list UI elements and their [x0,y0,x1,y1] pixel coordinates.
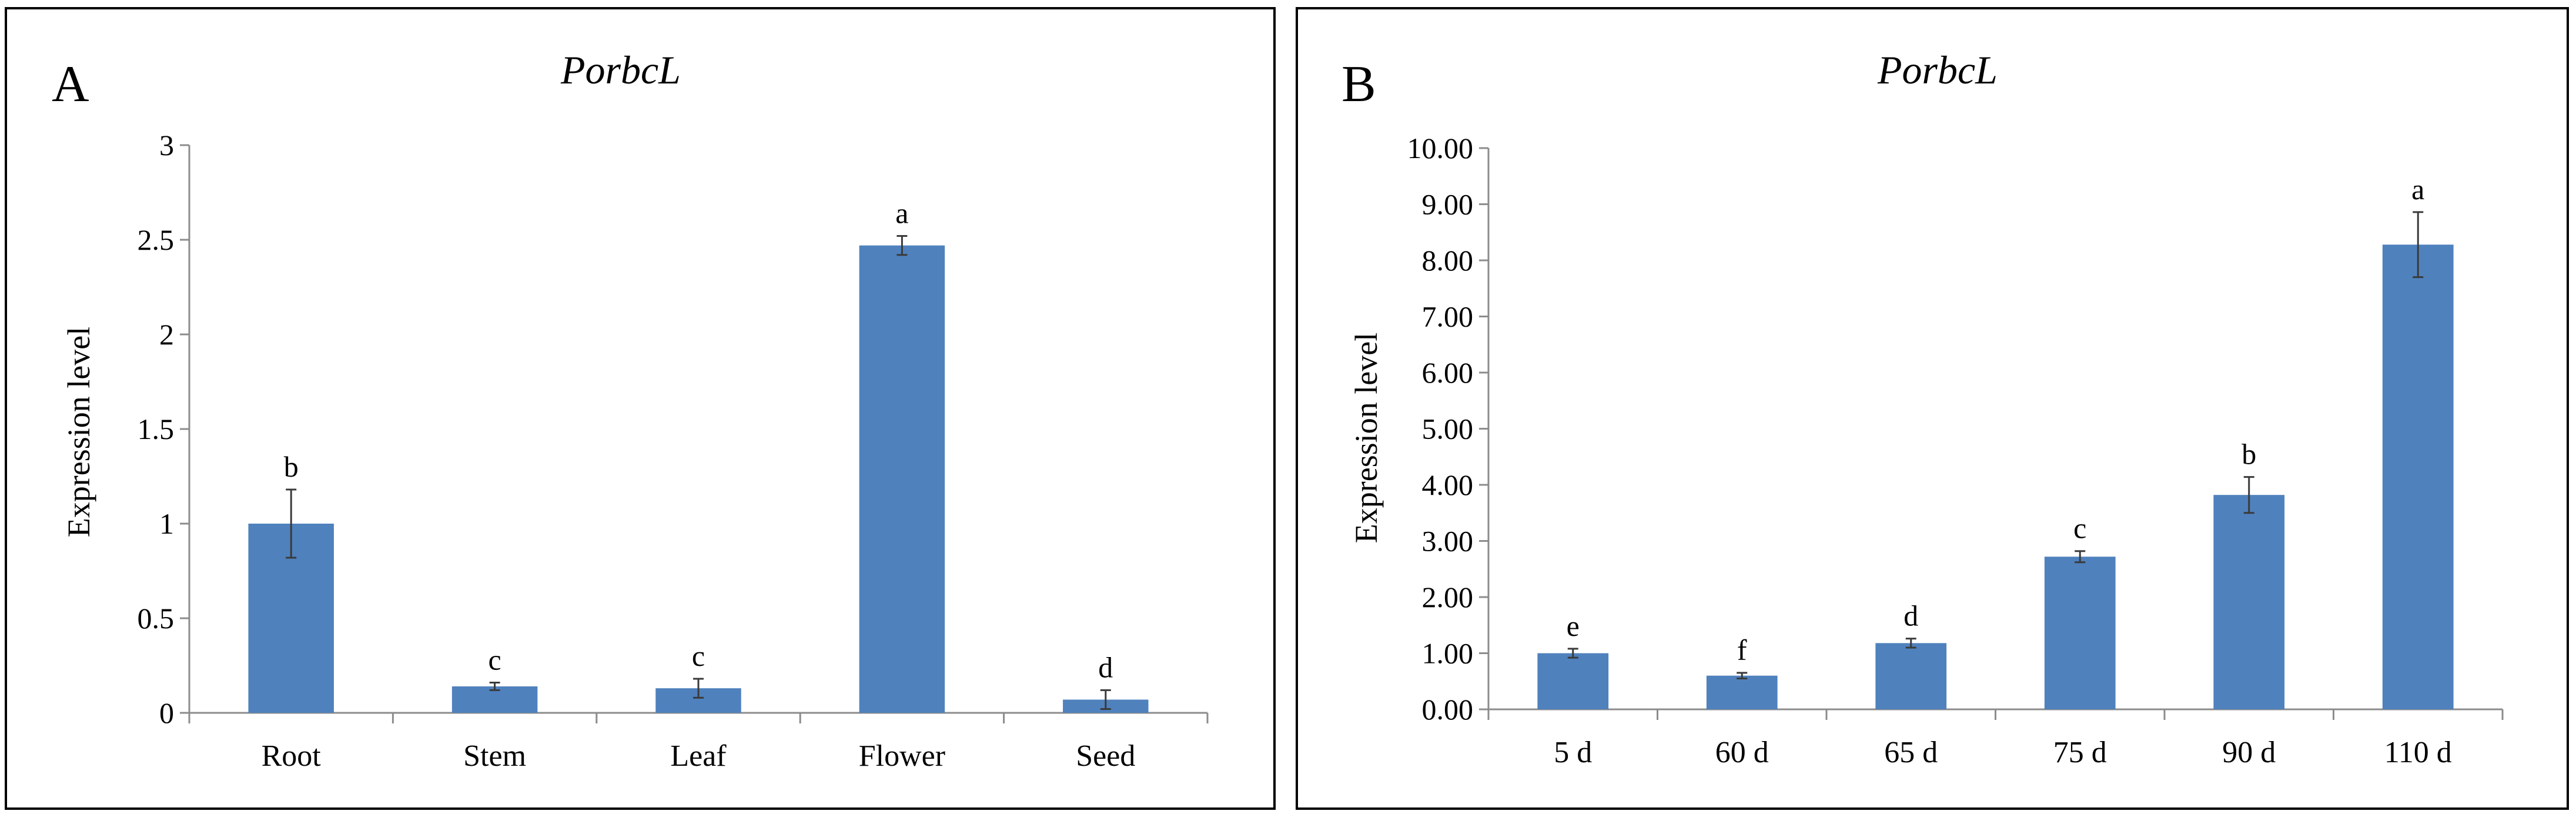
significance-label: a [895,197,908,230]
category-label: Root [262,739,322,773]
significance-label: c [488,643,501,676]
category-label: 5 d [1554,736,1592,769]
significance-label: d [1098,651,1113,683]
significance-label: b [2242,438,2256,471]
panel-a-y-axis-label: Expression level [61,327,96,537]
panel-a-plot: 0 0.5 1 1.5 2 2.5 3 b Root c Stem c Leaf a Flower d Seed [138,129,1209,773]
category-label: 75 d [2053,736,2107,769]
panel-a-frame [5,7,1276,810]
category-label: 65 d [1884,736,1938,769]
category-label: Seed [1076,739,1135,773]
category-label: Leaf [670,739,727,773]
panel-a: A PorbcL Expression level 0 0.5 1 1.5 2 2.5 3 b… [5,7,1276,810]
y-tick-label: 0 [159,696,174,729]
y-tick-label: 3 [159,129,174,162]
y-tick-label: 7.00 [1422,300,1474,333]
category-label: 60 d [1715,736,1769,769]
y-tick-label: 1 [159,507,174,540]
significance-label: f [1737,634,1747,666]
y-tick-label: 3.00 [1422,525,1474,558]
significance-label: c [2073,512,2086,545]
y-tick-label: 4.00 [1422,468,1474,501]
panel-b-frame [1296,7,2569,810]
category-label: Flower [859,739,945,773]
y-tick-label: 0.5 [138,602,175,635]
y-tick-label: 6.00 [1422,356,1474,389]
bar-flower [859,245,945,713]
bar-5d [1537,653,1609,709]
panel-b-y-axis-label: Expression level [1349,333,1384,543]
bar-60d [1706,675,1778,709]
y-tick-label: 8.00 [1422,244,1474,277]
panel-b-plot: 0.00 1.00 2.00 3.00 4.00 5.00 6.00 7.00 8.00 9.00… [1407,132,2504,769]
panel-b-label: B [1341,56,1376,113]
y-tick-label: 5.00 [1422,413,1474,445]
y-tick-label: 2 [159,318,174,351]
bar-65d [1875,643,1947,709]
category-label: 110 d [2384,736,2452,769]
y-tick-label: 10.00 [1407,132,1474,165]
bar-75d [2044,557,2116,709]
panel-a-label: A [52,56,89,113]
category-label: Stem [463,739,526,773]
panel-b: B PorbcL Expression level 0.00 1.00 2.00 3.… [1296,7,2569,810]
y-tick-label: 0.00 [1422,693,1474,726]
bar-90d [2213,495,2285,709]
significance-label: b [284,450,299,483]
panel-a-title: PorbcL [560,48,681,92]
significance-label: c [692,639,705,672]
y-tick-label: 9.00 [1422,188,1474,221]
panel-b-title: PorbcL [1877,48,1998,92]
bar-110d [2382,244,2454,709]
y-tick-label: 2.5 [138,223,175,256]
significance-label: a [2411,173,2424,206]
y-tick-label: 1.5 [138,413,175,445]
y-tick-label: 1.00 [1422,637,1474,670]
category-label: 90 d [2222,736,2276,769]
y-tick-label: 2.00 [1422,581,1474,614]
significance-label: e [1567,609,1580,642]
significance-label: d [1903,599,1918,632]
